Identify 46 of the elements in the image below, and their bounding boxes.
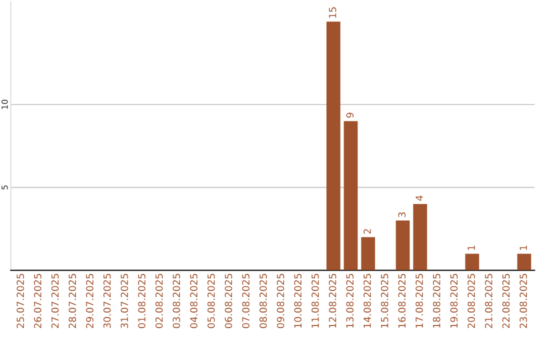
x-tick-label: 12.08.2025	[328, 274, 336, 328]
x-tick-label: 20.08.2025	[468, 274, 475, 328]
x-tick-label: 25.07.2025	[16, 274, 24, 328]
x-tick-label: 15.08.2025	[380, 274, 388, 328]
data-label: 2	[364, 229, 371, 234]
bar	[326, 22, 340, 270]
x-tick-label: 08.08.2025	[259, 274, 267, 328]
x-tick-label: 17.08.2025	[416, 274, 423, 328]
bar	[344, 121, 358, 270]
bar	[517, 254, 532, 270]
data-label: 1	[520, 246, 527, 250]
x-tick-label: 06.08.2025	[224, 274, 232, 328]
y-tick-label: 10	[1, 100, 8, 109]
bar	[413, 204, 428, 270]
x-tick-label: 27.07.2025	[51, 274, 59, 328]
bar	[361, 237, 376, 270]
x-tick-label: 22.08.2025	[502, 274, 510, 328]
x-tick-label: 10.08.2025	[294, 274, 302, 328]
bar	[465, 254, 480, 270]
data-label: 3	[398, 212, 406, 218]
x-tick-label: 01.08.2025	[138, 274, 146, 328]
x-tick-label: 23.08.2025	[520, 274, 528, 328]
data-label: 15	[329, 7, 336, 18]
x-tick-label: 16.08.2025	[398, 274, 406, 328]
y-tick-label: 5	[2, 185, 8, 190]
x-tick-label: 14.08.2025	[364, 274, 371, 328]
x-tick-label: 13.08.2025	[346, 274, 354, 328]
x-tick-label: 09.08.2025	[276, 274, 284, 328]
data-label: 9	[346, 112, 354, 118]
x-tick-label: 03.08.2025	[172, 274, 180, 328]
bar	[396, 220, 410, 270]
x-tick-label: 21.08.2025	[484, 274, 492, 328]
data-label: 4	[416, 196, 423, 201]
data-label: 1	[468, 246, 475, 250]
x-tick-label: 26.07.2025	[34, 274, 42, 328]
x-tick-label: 19.08.2025	[450, 274, 458, 328]
x-tick-label: 30.07.2025	[103, 274, 111, 328]
x-tick-label: 11.08.2025	[312, 274, 319, 328]
x-tick-label: 02.08.2025	[155, 274, 163, 328]
x-tick-label: 31.07.2025	[120, 274, 128, 328]
x-tick-label: 05.08.2025	[207, 274, 215, 328]
x-tick-label: 07.08.2025	[242, 274, 250, 328]
x-tick-label: 18.08.2025	[432, 274, 440, 328]
x-tick-label: 29.07.2025	[86, 274, 94, 328]
x-tick-label: 04.08.2025	[190, 274, 198, 328]
x-tick-label: 28.07.2025	[68, 274, 76, 328]
